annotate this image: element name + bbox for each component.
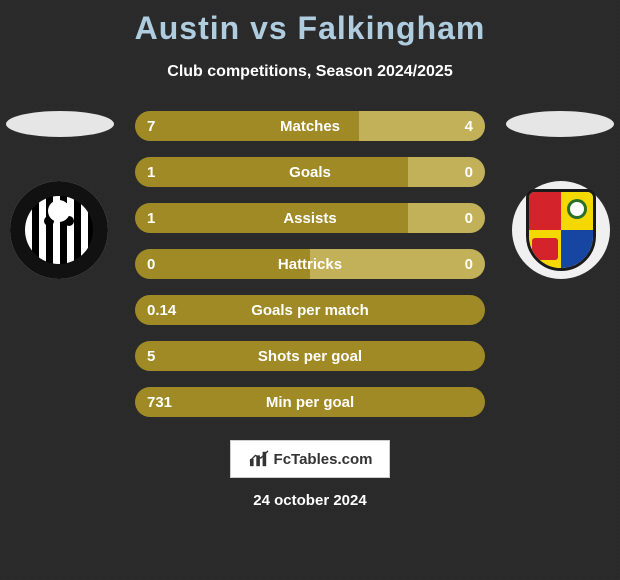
stat-row: 0.14Goals per match	[135, 295, 485, 325]
harrogate-town-icon	[526, 189, 596, 271]
stat-left-fill	[135, 295, 485, 325]
subtitle: Club competitions, Season 2024/2025	[0, 63, 620, 81]
stat-right-fill	[408, 203, 485, 233]
stat-right-value: 0	[465, 203, 473, 233]
player-photo-left-placeholder	[6, 111, 114, 137]
stat-left-value: 5	[147, 341, 155, 371]
stat-left-value: 731	[147, 387, 172, 417]
stat-left-value: 0	[147, 249, 155, 279]
stat-left-value: 1	[147, 203, 155, 233]
stat-right-value: 0	[465, 157, 473, 187]
comparison-panel: 74Matches10Goals10Assists00Hattricks0.14…	[0, 111, 620, 451]
stat-row: 731Min per goal	[135, 387, 485, 417]
stat-left-fill	[135, 157, 408, 187]
stat-row: 5Shots per goal	[135, 341, 485, 371]
stat-row: 00Hattricks	[135, 249, 485, 279]
stat-left-value: 0.14	[147, 295, 176, 325]
player-photo-right-placeholder	[506, 111, 614, 137]
stat-left-fill	[135, 249, 310, 279]
stat-left-fill	[135, 111, 359, 141]
footer-label: FcTables.com	[274, 451, 373, 468]
page-title: Austin vs Falkingham	[0, 0, 620, 47]
chart-icon	[248, 450, 270, 468]
stat-right-value: 4	[465, 111, 473, 141]
club-crest-left	[10, 181, 108, 279]
stat-left-fill	[135, 341, 485, 371]
fctables-logo: FcTables.com	[230, 440, 390, 478]
stat-right-fill	[408, 157, 485, 187]
stat-row: 10Assists	[135, 203, 485, 233]
stat-right-value: 0	[465, 249, 473, 279]
notts-county-icon	[10, 181, 108, 279]
stat-row: 74Matches	[135, 111, 485, 141]
stat-left-value: 1	[147, 157, 155, 187]
stat-left-value: 7	[147, 111, 155, 141]
stat-left-fill	[135, 203, 408, 233]
stat-left-fill	[135, 387, 485, 417]
club-crest-right	[512, 181, 610, 279]
stat-row: 10Goals	[135, 157, 485, 187]
date-label: 24 october 2024	[0, 492, 620, 509]
stat-bars: 74Matches10Goals10Assists00Hattricks0.14…	[135, 111, 485, 417]
stat-right-fill	[310, 249, 485, 279]
